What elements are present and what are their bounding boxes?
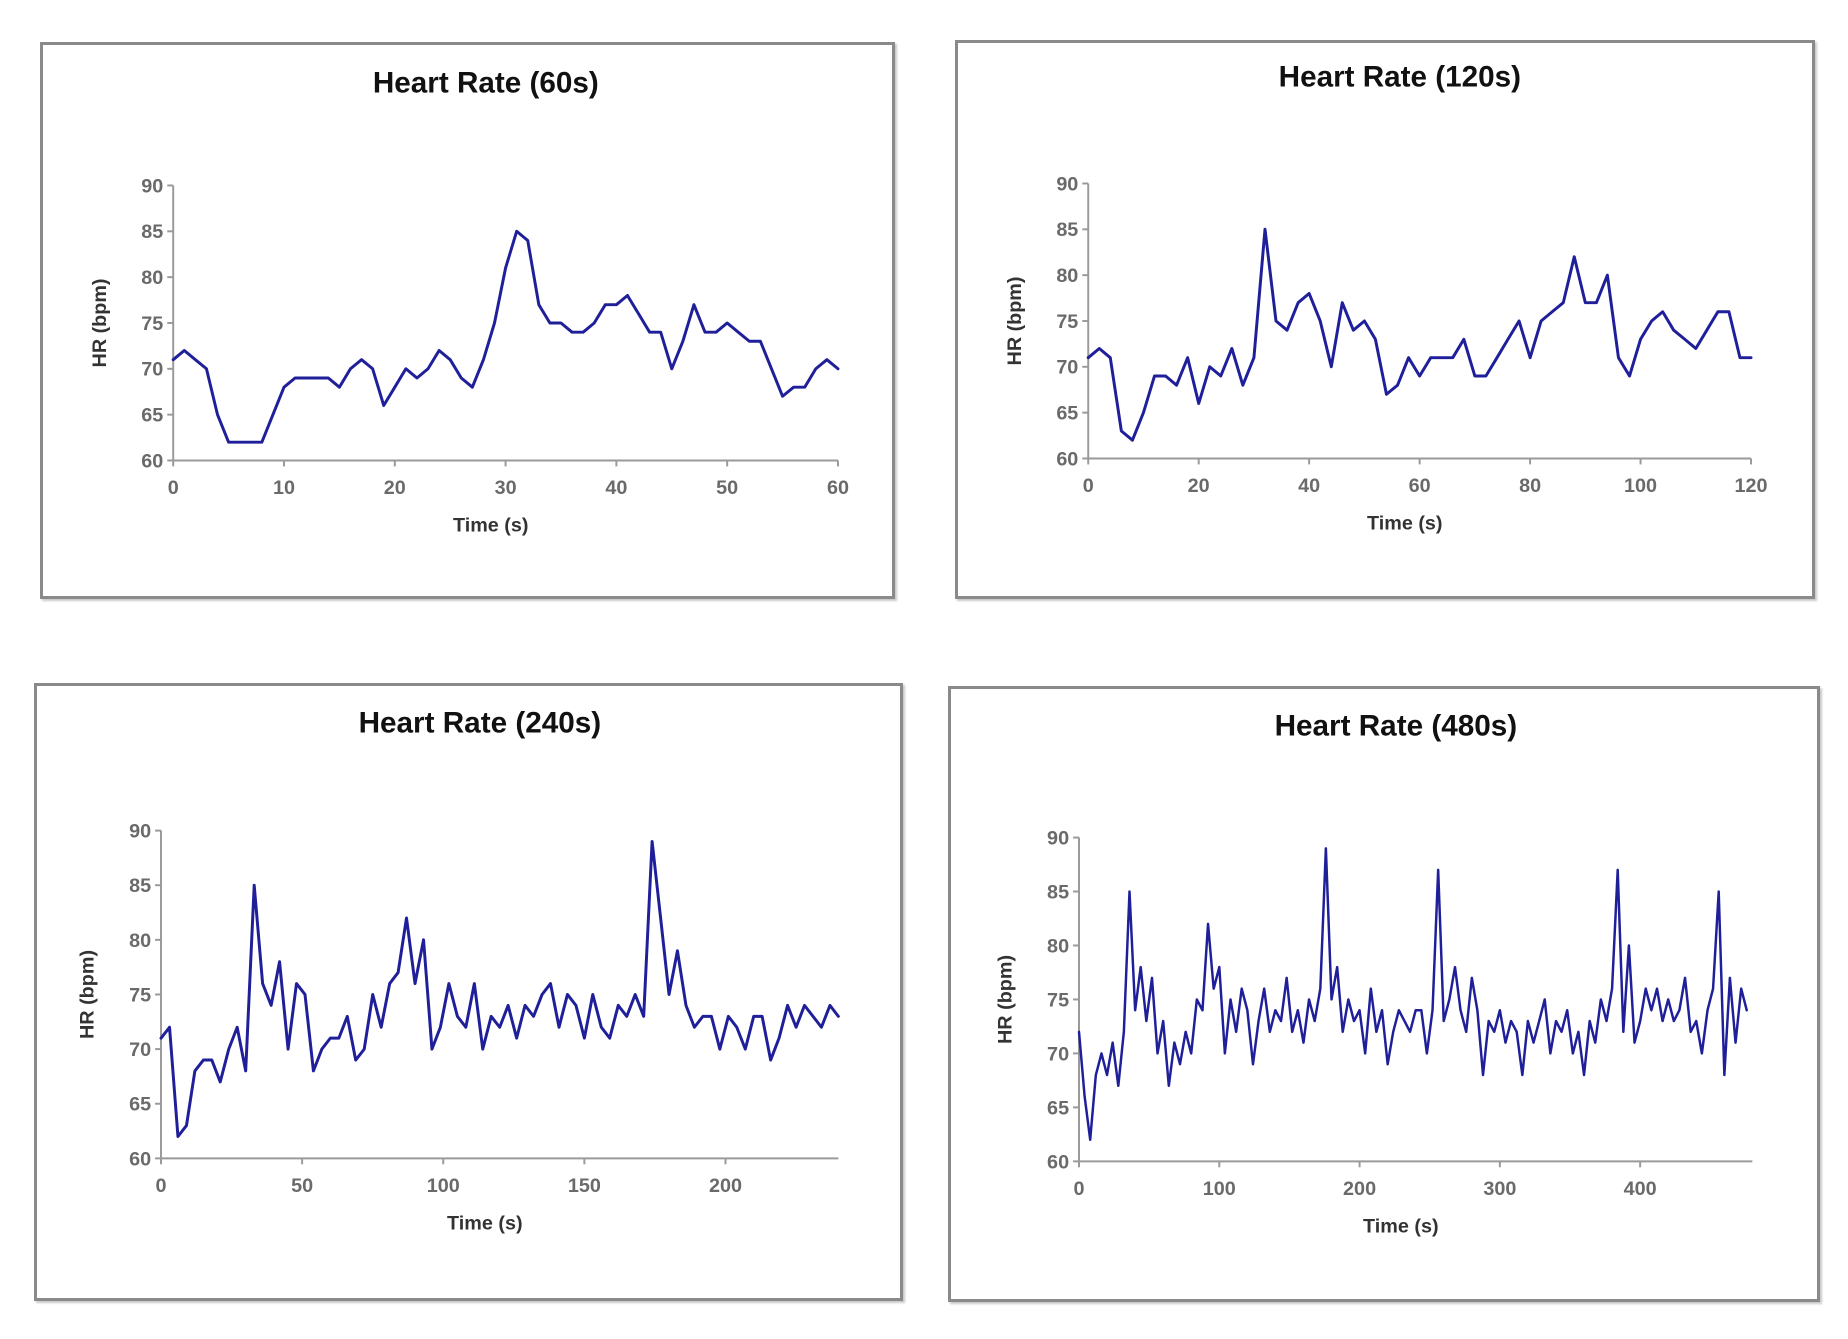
y-tick-label: 90 xyxy=(1047,827,1069,849)
hr-series-line xyxy=(171,229,840,444)
chart-svg-120s: Heart Rate (120s) 60 65 70 75 80 85 90 0 20 40 60 80… xyxy=(1004,61,1768,535)
y-axis-label: HR (bpm) xyxy=(995,955,1017,1044)
y-tick-label: 65 xyxy=(141,405,163,427)
y-tick-label: 60 xyxy=(1047,1151,1069,1173)
y-axis-label: HR (bpm) xyxy=(1004,277,1026,366)
y-tick-label: 85 xyxy=(1047,881,1069,903)
hr-series-line xyxy=(1077,847,1748,1142)
x-tick-label: 40 xyxy=(1298,475,1320,497)
chart-panel-240s: Heart Rate (240s) 60 65 70 75 80 85 90 0 50 100 150… xyxy=(34,683,903,1301)
y-axis-label: HR (bpm) xyxy=(77,950,99,1039)
x-tick-label: 50 xyxy=(291,1175,313,1197)
y-tick-label: 75 xyxy=(1056,311,1078,333)
hr-series-line xyxy=(159,839,840,1138)
y-tick-label: 85 xyxy=(129,875,151,897)
y-tick-label: 90 xyxy=(129,821,151,843)
x-tick-label: 60 xyxy=(1409,475,1431,497)
x-tick-label: 60 xyxy=(827,477,849,499)
x-tick-label: 10 xyxy=(273,477,295,499)
y-tick-label: 85 xyxy=(1056,219,1078,241)
x-tick-label: 20 xyxy=(1188,475,1210,497)
y-tick-label: 70 xyxy=(1047,1043,1069,1065)
chart-svg-60s: Heart Rate (60s) 60 65 70 75 80 85 90 0 10 20 30 40 5… xyxy=(89,66,849,537)
y-tick-label: 75 xyxy=(1047,989,1069,1011)
y-tick-label: 80 xyxy=(141,267,163,289)
y-tick-label: 90 xyxy=(141,175,163,197)
y-tick-label: 65 xyxy=(1056,403,1078,425)
chart-panel-120s: Heart Rate (120s) 60 65 70 75 80 85 90 0 20 40 60 80… xyxy=(955,40,1815,599)
x-axis-label: Time (s) xyxy=(1363,1216,1439,1238)
x-tick-label: 80 xyxy=(1519,475,1541,497)
y-tick-label: 85 xyxy=(141,221,163,243)
x-tick-label: 20 xyxy=(384,477,406,499)
x-tick-label: 30 xyxy=(495,477,517,499)
y-tick-label: 60 xyxy=(141,450,163,472)
y-tick-label: 75 xyxy=(141,313,163,335)
y-tick-label: 65 xyxy=(1047,1097,1069,1119)
hr-series-line xyxy=(1086,227,1753,442)
x-axis-label: Time (s) xyxy=(453,515,528,537)
x-tick-label: 40 xyxy=(605,477,627,499)
x-tick-label: 400 xyxy=(1624,1178,1657,1200)
y-tick-label: 65 xyxy=(129,1094,151,1116)
chart-title: Heart Rate (480s) xyxy=(1275,710,1518,743)
x-tick-label: 100 xyxy=(1203,1178,1236,1200)
chart-title: Heart Rate (240s) xyxy=(359,707,602,740)
x-tick-label: 200 xyxy=(1343,1178,1376,1200)
y-tick-label: 90 xyxy=(1056,173,1078,195)
x-tick-label: 120 xyxy=(1735,475,1768,497)
chart-panel-480s: Heart Rate (480s) 60 65 70 75 80 85 90 0 100 200 30… xyxy=(948,686,1820,1302)
y-tick-label: 70 xyxy=(141,359,163,381)
y-axis-label: HR (bpm) xyxy=(89,279,111,368)
chart-title: Heart Rate (120s) xyxy=(1279,61,1521,94)
chart-svg-240s: Heart Rate (240s) 60 65 70 75 80 85 90 0 50 100 150… xyxy=(77,707,840,1235)
x-tick-label: 100 xyxy=(427,1175,460,1197)
y-tick-label: 60 xyxy=(1056,448,1078,470)
y-tick-label: 70 xyxy=(1056,357,1078,379)
x-axis-label: Time (s) xyxy=(447,1213,523,1235)
x-tick-label: 0 xyxy=(168,477,179,499)
y-tick-label: 70 xyxy=(129,1039,151,1061)
chart-panel-60s: Heart Rate (60s) 60 65 70 75 80 85 90 0 10 20 30 40 5… xyxy=(40,42,895,599)
x-tick-label: 50 xyxy=(716,477,738,499)
x-tick-label: 100 xyxy=(1624,475,1657,497)
x-tick-label: 200 xyxy=(709,1175,742,1197)
chart-svg-480s: Heart Rate (480s) 60 65 70 75 80 85 90 0 100 200 30… xyxy=(995,710,1753,1238)
y-tick-label: 60 xyxy=(129,1148,151,1170)
x-tick-label: 0 xyxy=(1083,475,1094,497)
x-axis-label: Time (s) xyxy=(1367,513,1442,535)
x-tick-label: 300 xyxy=(1483,1178,1516,1200)
y-tick-label: 80 xyxy=(1056,265,1078,287)
x-tick-label: 150 xyxy=(568,1175,601,1197)
y-tick-label: 80 xyxy=(129,930,151,952)
y-tick-label: 80 xyxy=(1047,935,1069,957)
x-tick-label: 0 xyxy=(1073,1178,1084,1200)
chart-title: Heart Rate (60s) xyxy=(373,66,599,99)
y-tick-label: 75 xyxy=(129,984,151,1006)
x-tick-label: 0 xyxy=(156,1175,167,1197)
